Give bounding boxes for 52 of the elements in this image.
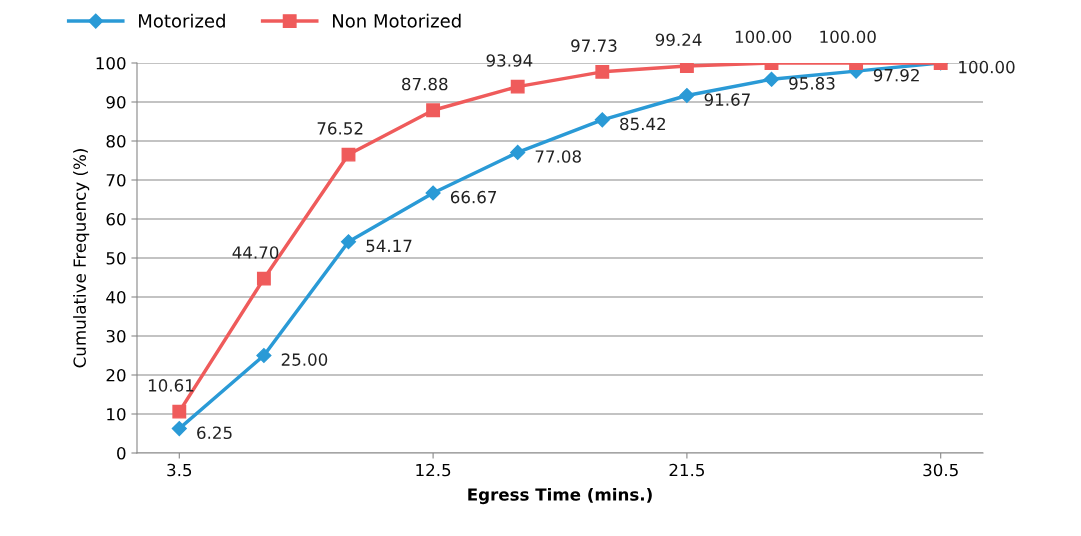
y-tick-label: 90 <box>106 95 126 109</box>
point <box>763 71 780 87</box>
data-label: 44.70 <box>232 246 279 259</box>
x-axis-title: Egress Time (mins.) <box>468 487 652 505</box>
data-label: 100.00 <box>820 30 876 44</box>
y-tick-label: 50 <box>106 251 126 265</box>
point <box>256 347 272 364</box>
point <box>595 64 610 79</box>
point <box>172 404 187 419</box>
point <box>510 79 525 94</box>
y-axis-title: Cumulative Frequency (%) <box>73 149 90 368</box>
point <box>594 112 610 128</box>
data-label: 100.00 <box>959 60 1015 74</box>
y-tick-label: 30 <box>106 329 126 343</box>
data-label: 95.83 <box>789 77 835 90</box>
data-label: 93.94 <box>486 54 533 67</box>
y-tick-label: 80 <box>106 134 126 148</box>
point <box>256 271 271 286</box>
x-tick-label: 12.5 <box>416 463 451 477</box>
data-label: 85.42 <box>620 117 666 131</box>
x-tick-label: 21.5 <box>669 463 704 477</box>
data-label: 10.61 <box>148 379 194 392</box>
data-label: 97.92 <box>873 68 919 82</box>
point <box>340 234 357 250</box>
y-tick-label: 70 <box>106 173 126 187</box>
data-label: 76.52 <box>317 122 363 135</box>
data-label: 91.67 <box>704 93 750 106</box>
data-label: 99.24 <box>655 33 702 47</box>
data-label: 66.67 <box>450 190 497 204</box>
y-tick-label: 100 <box>96 56 126 70</box>
data-label: 6.25 <box>197 426 232 440</box>
data-label: 87.88 <box>402 77 448 91</box>
point <box>171 421 187 437</box>
data-label: 97.73 <box>571 39 617 52</box>
legend-label: Non Motorized <box>332 13 461 28</box>
y-tick-label: 40 <box>106 290 126 304</box>
y-tick-label: 60 <box>106 212 126 226</box>
data-label: 25.00 <box>281 353 328 366</box>
data-label: 77.08 <box>535 150 581 163</box>
point <box>679 87 695 104</box>
data-label: 100.00 <box>735 30 792 44</box>
y-tick-label: 10 <box>107 407 126 421</box>
y-tick-label: 20 <box>106 368 126 382</box>
x-tick-label: 3.5 <box>167 463 192 477</box>
y-tick-label: 0 <box>117 446 126 460</box>
point <box>426 103 441 118</box>
data-label: 54.17 <box>366 239 412 253</box>
point <box>341 147 356 162</box>
point <box>425 185 441 201</box>
point <box>510 144 526 160</box>
legend-label: Motorized <box>139 13 225 28</box>
x-tick-label: 30.5 <box>923 463 958 477</box>
